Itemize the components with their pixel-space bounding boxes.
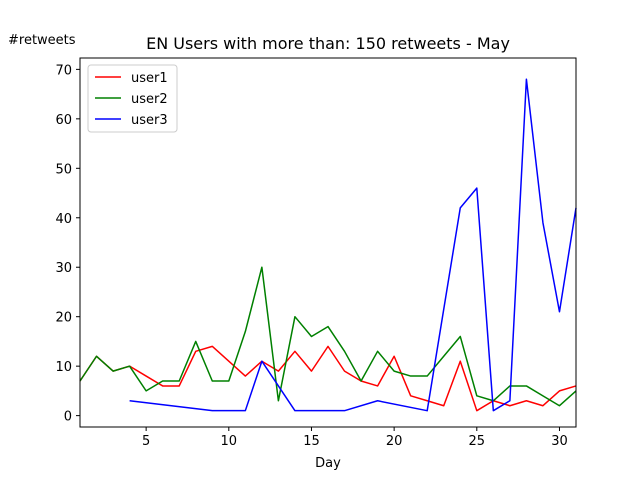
legend-label-user2: user2 bbox=[131, 92, 168, 107]
x-axis-label: Day bbox=[315, 456, 341, 471]
series-line-user2 bbox=[80, 267, 576, 406]
y-tick-label: 40 bbox=[55, 212, 72, 227]
x-tick-label: 30 bbox=[551, 434, 568, 449]
legend: user1 user2 user3 bbox=[88, 65, 177, 132]
y-tick-label: 70 bbox=[55, 63, 72, 78]
x-tick-label: 25 bbox=[469, 434, 486, 449]
y-axis-label: #retweets bbox=[8, 33, 76, 48]
legend-label-user3: user3 bbox=[131, 113, 168, 128]
x-tick-label: 15 bbox=[303, 434, 320, 449]
y-tick-label: 10 bbox=[55, 360, 72, 375]
y-tick-label: 0 bbox=[64, 410, 72, 425]
y-tick-label: 50 bbox=[55, 162, 72, 177]
x-tick-label: 20 bbox=[386, 434, 403, 449]
y-tick-label: 30 bbox=[55, 261, 72, 276]
series-line-user3 bbox=[130, 79, 576, 410]
x-tick-label: 5 bbox=[142, 434, 150, 449]
legend-label-user1: user1 bbox=[131, 71, 168, 86]
chart-title: EN Users with more than: 150 retweets - … bbox=[146, 34, 510, 53]
y-tick-label: 20 bbox=[55, 311, 72, 326]
x-tick-label: 10 bbox=[221, 434, 238, 449]
series-line-user1 bbox=[80, 346, 576, 410]
y-tick-label: 60 bbox=[55, 113, 72, 128]
